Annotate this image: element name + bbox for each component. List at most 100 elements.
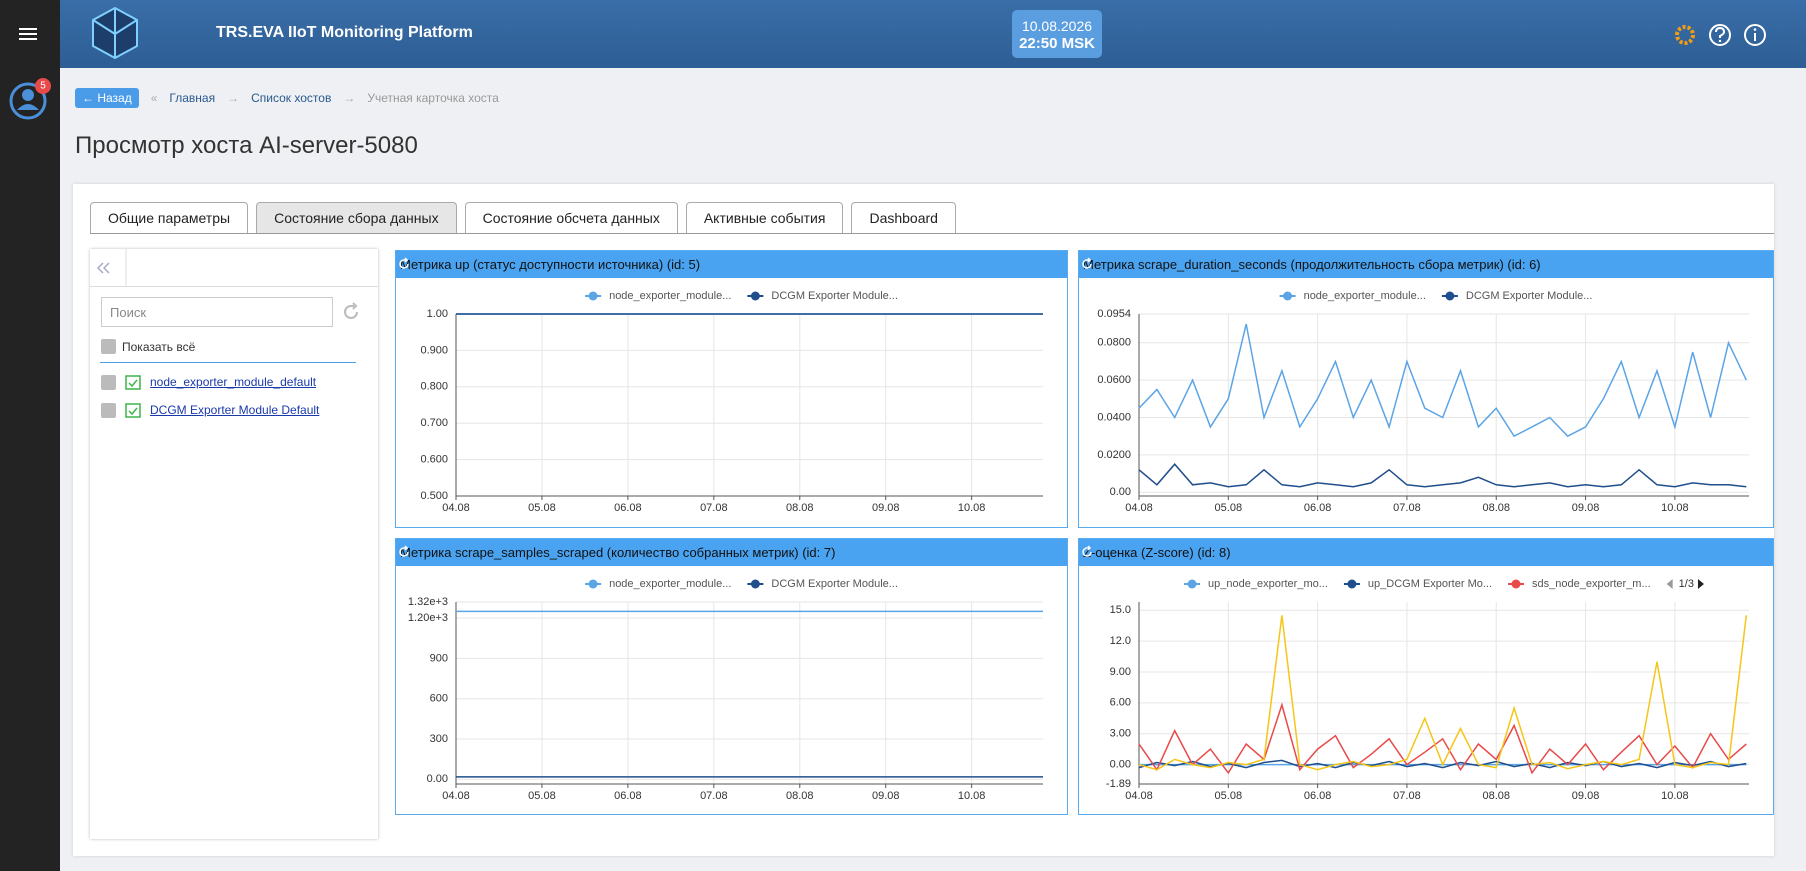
chart-panel: Метрика scrape_duration_seconds (продолж… (1078, 250, 1774, 528)
avatar-body (17, 104, 39, 110)
panel-title: Метрика up (статус доступности источника… (396, 251, 1067, 278)
y-tick-label: 0.00 (1110, 758, 1131, 770)
crumb[interactable]: Список хостов (251, 91, 332, 105)
side-icons: 5 (9, 28, 51, 120)
refresh-icon[interactable] (396, 256, 412, 272)
tab[interactable]: Общие параметры (90, 202, 249, 233)
tab[interactable]: Активные события (685, 202, 844, 233)
x-tick-label: 08.08 (786, 502, 814, 514)
x-tick-label: 04.08 (1125, 790, 1153, 802)
divider (100, 362, 356, 363)
y-tick-label: 900 (430, 652, 448, 664)
y-tick-label: 0.800 (420, 381, 448, 393)
show-all[interactable]: Показать всё (101, 339, 195, 354)
help-icon[interactable] (1709, 24, 1731, 46)
breadcrumbs: ← Назад « Главная → Список хостов → Учет… (75, 88, 499, 108)
x-tick-label: 07.08 (1393, 502, 1421, 514)
x-tick-label: 06.08 (1304, 790, 1332, 802)
logo (92, 6, 138, 60)
crumb: Учетная карточка хоста (367, 91, 499, 105)
legend-label: up_DCGM Exporter Mo... (1368, 578, 1492, 590)
refresh-icon[interactable] (1079, 256, 1095, 272)
back-button[interactable]: ← Назад (75, 88, 139, 108)
collapse-icon: « (150, 91, 158, 105)
crumb[interactable]: Главная (169, 91, 216, 105)
page-title: Просмотр хоста AI-server-5080 (75, 132, 418, 159)
search-input[interactable]: Поиск (101, 297, 333, 327)
x-tick-label: 09.08 (872, 502, 900, 514)
menu-icon (19, 33, 37, 35)
panel-title: Z-оценка (Z-score) (id: 8) (1079, 539, 1773, 566)
chart-title: Метрика scrape_duration_seconds (продолж… (1083, 257, 1541, 272)
chart: -1.89 0.00 3.00 6.00 9.00 12.0 15.0 04.08 05.08 0… (1106, 578, 1749, 802)
y-tick-label: 0.0954 (1097, 308, 1131, 320)
x-tick-label: 07.08 (700, 790, 728, 802)
legend-label: node_exporter_module... (609, 578, 731, 590)
legend-dot (1511, 579, 1521, 589)
y-tick-label: 15.0 (1110, 604, 1131, 616)
settings-icon[interactable] (1675, 25, 1695, 45)
panel-title: Метрика scrape_duration_seconds (продолж… (1079, 251, 1773, 278)
source-item[interactable]: node_exporter_module_default (101, 373, 316, 391)
y-tick-label: 6.00 (1110, 697, 1131, 709)
refresh-icon[interactable] (1079, 544, 1095, 560)
y-tick-label: 0.0200 (1097, 449, 1131, 461)
refresh-icon[interactable] (396, 544, 412, 560)
x-tick-label: 04.08 (442, 502, 470, 514)
legend: node_exporter_module... DCGM Exporter Mod… (1279, 290, 1592, 302)
y-tick-label: 1.20e+3 (408, 612, 448, 624)
menu-icon[interactable] (19, 28, 37, 30)
legend-label: up_node_exporter_mo... (1208, 578, 1328, 590)
source-link: node_exporter_module_default (150, 375, 317, 389)
x-tick-label: 10.08 (1661, 790, 1689, 802)
legend-label: DCGM Exporter Module... (771, 290, 898, 302)
tab[interactable]: Состояние сбора данных (256, 202, 457, 233)
legend-prev[interactable] (1666, 579, 1673, 589)
legend-next[interactable] (1697, 579, 1704, 589)
x-tick-label: 10.08 (958, 502, 986, 514)
tab[interactable]: Dashboard (851, 202, 956, 233)
x-tick-label: 09.08 (1572, 502, 1600, 514)
y-tick-label: -1.89 (1106, 778, 1131, 790)
chart: 0.00 300 600 900 1.20e+3 1.32e+3 04.08 05.08 06.… (408, 578, 1043, 802)
y-tick-label: 12.0 (1110, 635, 1131, 647)
info-icon[interactable] (1744, 24, 1766, 46)
collapse[interactable] (90, 249, 130, 287)
y-tick-label: 600 (430, 693, 448, 705)
legend-label: DCGM Exporter Module... (771, 578, 898, 590)
x-tick-label: 06.08 (614, 502, 642, 514)
chart: 0.00 0.0200 0.0400 0.0600 0.0800 0.0954 04.08 0… (1097, 290, 1749, 514)
y-tick-label: 3.00 (1110, 728, 1131, 740)
clock: 10.08.2026 22:50 MSK (1012, 10, 1102, 58)
series-line (1138, 463, 1747, 488)
legend-dot (1187, 579, 1197, 589)
y-tick-label: 1.00 (427, 308, 448, 320)
tab[interactable]: Состояние обсчета данных (464, 202, 678, 233)
avatar-head (22, 89, 34, 101)
legend: node_exporter_module... DCGM Exporter Mod… (585, 290, 898, 302)
x-tick-label: 06.08 (1304, 502, 1332, 514)
avatar[interactable] (9, 82, 47, 120)
legend-page: 1/3 (1679, 578, 1694, 590)
top-bar: TRS.EVA IIoT Monitoring Platform 10.08.2… (60, 0, 1806, 68)
refresh[interactable] (340, 301, 362, 323)
y-tick-label: 1.32e+3 (408, 596, 448, 608)
source-item[interactable]: DCGM Exporter Module Default (101, 401, 319, 419)
chart-title: Z-оценка (Z-score) (id: 8) (1083, 545, 1231, 560)
legend-dot (588, 579, 598, 589)
legend: up_node_exporter_mo... up_DCGM Exporter M… (1184, 578, 1704, 590)
panel-head (90, 249, 378, 287)
legend-dot (1283, 291, 1293, 301)
x-tick-label: 08.08 (786, 790, 814, 802)
date: 10.08.2026 (1021, 18, 1093, 34)
series-line (1138, 702, 1747, 775)
y-tick-label: 0.0400 (1097, 411, 1131, 423)
y-tick-label: 300 (430, 733, 448, 745)
checkbox[interactable] (101, 402, 116, 418)
x-tick-label: 10.08 (958, 790, 986, 802)
x-tick-label: 05.08 (528, 790, 556, 802)
checkbox[interactable] (101, 374, 116, 390)
chart-panel: Метрика scrape_samples_scraped (количест… (395, 538, 1068, 815)
tab-line (90, 233, 1774, 234)
